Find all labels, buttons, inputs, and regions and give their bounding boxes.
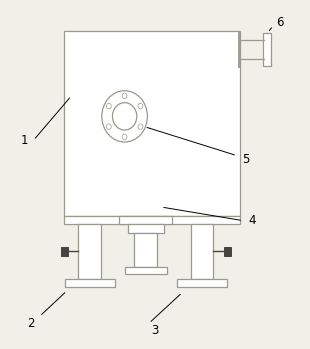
Text: 6: 6 [276, 16, 283, 29]
Text: 5: 5 [242, 153, 250, 166]
Bar [128, 224, 164, 233]
Bar [191, 224, 214, 279]
Text: 4: 4 [249, 214, 256, 227]
Bar [125, 267, 167, 274]
Circle shape [102, 91, 147, 142]
Text: 1: 1 [21, 134, 28, 147]
Bar [64, 216, 240, 224]
Bar [64, 279, 115, 287]
Text: 2: 2 [27, 317, 34, 330]
Circle shape [138, 124, 143, 129]
Circle shape [106, 124, 111, 129]
Bar [224, 247, 231, 256]
Circle shape [122, 93, 127, 98]
Bar [119, 216, 172, 224]
Bar [177, 279, 227, 287]
Bar [78, 224, 101, 279]
Circle shape [122, 134, 127, 140]
Circle shape [113, 103, 137, 130]
Bar [135, 233, 157, 267]
Bar [61, 247, 68, 256]
Text: 3: 3 [151, 324, 159, 337]
Bar [263, 33, 271, 66]
Circle shape [138, 103, 143, 109]
Bar [64, 31, 240, 216]
Circle shape [106, 103, 111, 109]
